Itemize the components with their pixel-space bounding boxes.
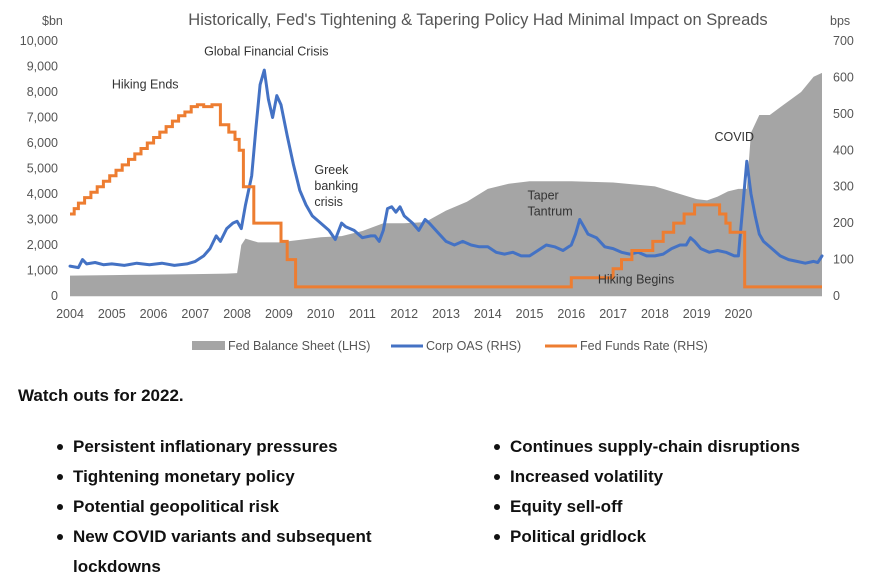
annotation-line: Hiking Ends bbox=[112, 77, 179, 91]
x-tick-label: 2020 bbox=[725, 307, 753, 321]
annotation-greek: Greek banking crisis bbox=[314, 163, 358, 209]
annotation-hiking-ends: Hiking Ends bbox=[112, 77, 179, 91]
x-tick-label: 2004 bbox=[56, 307, 84, 321]
x-tick-label: 2009 bbox=[265, 307, 293, 321]
y-right-tick-label: 600 bbox=[833, 70, 854, 84]
y-left-tick-label: 5,000 bbox=[27, 162, 58, 176]
bullet-item: Persistent inflationary pressures bbox=[57, 432, 433, 462]
series-line-fed-funds-rate bbox=[70, 103, 822, 289]
bullet-item: New COVID variants and subsequent lockdo… bbox=[57, 522, 433, 582]
y-left-tick-label: 6,000 bbox=[27, 136, 58, 150]
x-tick-label: 2006 bbox=[140, 307, 168, 321]
y-left-tick-label: 10,000 bbox=[20, 34, 58, 48]
y-left-tick-label: 0 bbox=[51, 289, 58, 303]
annotation-line: COVID bbox=[714, 130, 754, 144]
chart: Historically, Fed's Tightening & Taperin… bbox=[20, 11, 854, 353]
legend-swatch-area bbox=[192, 341, 225, 350]
legend-label: Corp OAS (RHS) bbox=[426, 339, 521, 353]
x-tick-label: 2015 bbox=[516, 307, 544, 321]
annotation-taper: Taper Tantrum bbox=[527, 188, 572, 218]
bullet-item: Increased volatility bbox=[494, 462, 882, 492]
annotation-line: Hiking Begins bbox=[598, 272, 674, 286]
bullet-item: Tightening monetary policy bbox=[57, 462, 433, 492]
annotations: Hiking Ends Global Financial Crisis Greek b… bbox=[112, 45, 754, 287]
y-left-tick-label: 3,000 bbox=[27, 213, 58, 227]
bullet-list-left: Persistent inflationary pressures Tighten… bbox=[53, 432, 433, 582]
annotation-line: Tantrum bbox=[527, 204, 572, 218]
annotation-line: Taper bbox=[527, 188, 558, 202]
annotation-line: banking bbox=[314, 179, 358, 193]
bullet-item: Political gridlock bbox=[494, 522, 882, 552]
annotation-hiking-begins: Hiking Begins bbox=[598, 272, 674, 286]
y-left-tick-label: 2,000 bbox=[27, 238, 58, 252]
annotation-line: Global Financial Crisis bbox=[204, 45, 328, 59]
x-tick-label: 2007 bbox=[181, 307, 209, 321]
y-right-tick-label: 300 bbox=[833, 180, 854, 194]
watch-outs-heading: Watch outs for 2022. bbox=[18, 386, 184, 405]
y-right-tick-label: 500 bbox=[833, 107, 854, 121]
y-left-tick-label: 8,000 bbox=[27, 85, 58, 99]
x-tick-label: 2014 bbox=[474, 307, 502, 321]
series-lines bbox=[68, 68, 824, 289]
y-right-tick-label: 200 bbox=[833, 216, 854, 230]
legend: Fed Balance Sheet (LHS) Corp OAS (RHS) Fed… bbox=[192, 339, 708, 353]
x-tick-label: 2010 bbox=[307, 307, 335, 321]
x-tick-label: 2018 bbox=[641, 307, 669, 321]
y-left-unit: $bn bbox=[42, 14, 63, 28]
chart-title: Historically, Fed's Tightening & Taperin… bbox=[188, 11, 767, 29]
x-tick-label: 2005 bbox=[98, 307, 126, 321]
bullet-item: Potential geopolitical risk bbox=[57, 492, 433, 522]
annotation-covid: COVID bbox=[714, 130, 754, 144]
x-tick-label: 2013 bbox=[432, 307, 460, 321]
axes: 0 1,000 2,000 3,000 4,000 5,000 6,000 7,000 8,00… bbox=[20, 34, 854, 321]
balance-sheet-area bbox=[70, 72, 822, 297]
x-tick-label: 2008 bbox=[223, 307, 251, 321]
x-tick-label: 2017 bbox=[599, 307, 627, 321]
y-left-tick-label: 4,000 bbox=[27, 187, 58, 201]
y-right-tick-label: 700 bbox=[833, 34, 854, 48]
bullet-item: Continues supply-chain disruptions bbox=[494, 432, 882, 462]
annotation-gfc: Global Financial Crisis bbox=[204, 45, 328, 59]
bullet-list-right: Continues supply-chain disruptions Increa… bbox=[490, 432, 882, 552]
x-tick-label: 2011 bbox=[349, 307, 376, 321]
series-line-corp-oas bbox=[68, 68, 824, 270]
annotation-line: Greek bbox=[314, 163, 349, 177]
y-left-tick-label: 9,000 bbox=[27, 60, 58, 74]
legend-label: Fed Balance Sheet (LHS) bbox=[228, 339, 370, 353]
bullet-item: Equity sell-off bbox=[494, 492, 882, 522]
y-left-tick-label: 7,000 bbox=[27, 111, 58, 125]
series-area-fed-balance-sheet bbox=[70, 72, 822, 297]
x-tick-label: 2019 bbox=[683, 307, 711, 321]
annotation-line: crisis bbox=[314, 195, 342, 209]
x-tick-label: 2016 bbox=[557, 307, 585, 321]
legend-label: Fed Funds Rate (RHS) bbox=[580, 339, 708, 353]
y-right-tick-label: 0 bbox=[833, 289, 840, 303]
x-tick-label: 2012 bbox=[390, 307, 418, 321]
y-left-tick-label: 1,000 bbox=[27, 264, 58, 278]
y-right-tick-label: 400 bbox=[833, 143, 854, 157]
y-right-tick-label: 100 bbox=[833, 253, 854, 267]
y-right-unit: bps bbox=[830, 14, 850, 28]
